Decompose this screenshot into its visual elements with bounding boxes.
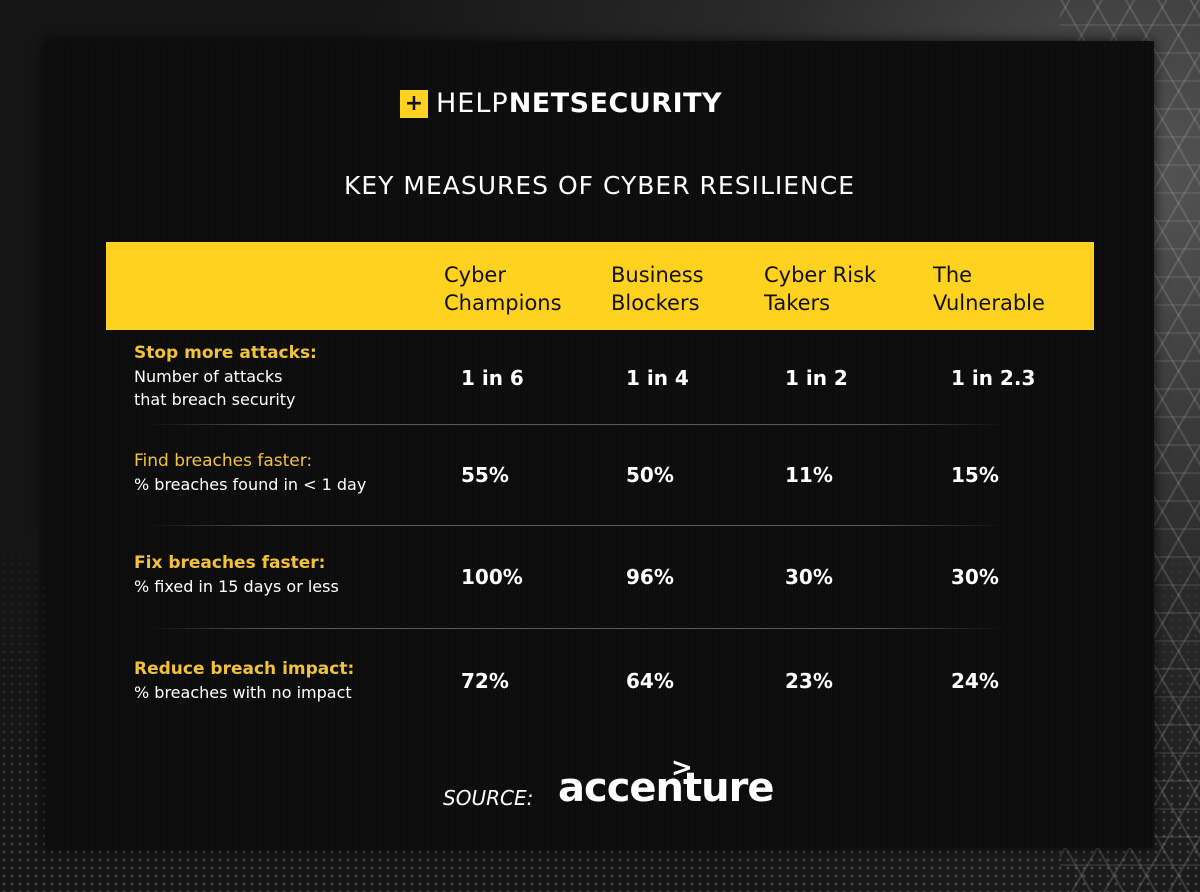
table-cell: 24% xyxy=(951,669,999,693)
logo-help-text: HELP xyxy=(436,88,509,119)
table-header: Cyber Champions Business Blockers Cyber … xyxy=(106,242,1094,330)
column-header-line: Champions xyxy=(444,291,562,315)
column-header: Cyber Risk Takers xyxy=(764,261,924,317)
plus-icon: + xyxy=(400,89,428,118)
column-header: Business Blockers xyxy=(611,261,771,317)
row-lead: Stop more attacks: xyxy=(134,343,317,363)
table-cell: 1 in 4 xyxy=(626,366,689,390)
chart-title: KEY MEASURES OF CYBER RESILIENCE xyxy=(343,171,856,200)
row-sub: % breaches with no impact xyxy=(134,683,352,702)
row-label: Find breaches faster: % breaches found i… xyxy=(134,449,394,496)
row-lead: Reduce breach impact: xyxy=(134,659,355,679)
column-header-line: Cyber Risk xyxy=(764,263,877,287)
table-cell: 30% xyxy=(951,565,999,589)
row-divider xyxy=(145,525,1005,526)
table-cell: 1 in 2.3 xyxy=(951,366,1036,390)
row-divider xyxy=(145,628,1005,629)
table-cell: 72% xyxy=(461,669,509,693)
table-cell: 30% xyxy=(785,565,833,589)
table-cell: 1 in 2 xyxy=(785,366,848,390)
accenture-logo: accenture xyxy=(558,765,774,811)
table-cell: 55% xyxy=(461,463,509,487)
column-header: The Vulnerable xyxy=(933,261,1093,317)
accenture-mark-icon: > xyxy=(671,753,693,783)
helpnetsecurity-logo: + HELP NETSECURITY xyxy=(400,88,722,119)
infographic-panel: + HELP NETSECURITY KEY MEASURES OF CYBER… xyxy=(45,41,1154,848)
row-label: Fix breaches faster: % fixed in 15 days … xyxy=(134,551,394,598)
table-cell: 15% xyxy=(951,463,999,487)
table-cell: 1 in 6 xyxy=(461,366,524,390)
logo-netsecurity-text: NETSECURITY xyxy=(508,88,723,119)
column-header-line: Cyber xyxy=(444,263,506,287)
table-cell: 64% xyxy=(626,669,674,693)
table-cell: 23% xyxy=(785,669,833,693)
row-label: Stop more attacks: Number of attacks tha… xyxy=(134,341,317,411)
table-cell: 50% xyxy=(626,463,674,487)
row-divider xyxy=(145,424,1005,425)
column-header-line: Blockers xyxy=(611,291,700,315)
source-label: SOURCE: xyxy=(443,786,534,810)
column-header-line: Takers xyxy=(764,291,831,315)
column-header-line: The xyxy=(933,263,973,287)
row-sub: % breaches found in < 1 day xyxy=(134,475,367,494)
row-sub: Number of attacks that breach security xyxy=(134,367,296,409)
row-lead: Find breaches faster: xyxy=(134,451,313,471)
column-header: Cyber Champions xyxy=(444,261,604,317)
column-header-line: Business xyxy=(611,263,704,287)
table-cell: 100% xyxy=(461,565,523,589)
table-cell: 96% xyxy=(626,565,674,589)
row-sub: % fixed in 15 days or less xyxy=(134,577,339,596)
row-label: Reduce breach impact: % breaches with no… xyxy=(134,657,394,704)
column-header-line: Vulnerable xyxy=(933,291,1045,315)
row-lead: Fix breaches faster: xyxy=(134,553,326,573)
table-cell: 11% xyxy=(785,463,833,487)
